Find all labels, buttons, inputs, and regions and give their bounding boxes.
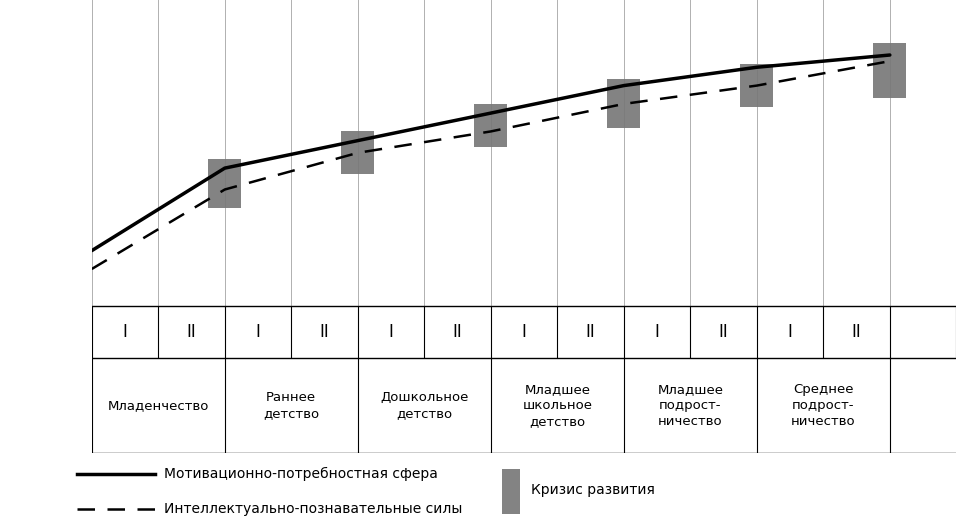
Bar bbox=[608, 80, 640, 129]
Text: I: I bbox=[522, 323, 526, 341]
Text: II: II bbox=[852, 323, 862, 341]
Text: Интеллектуально-познавательные силы: Интеллектуально-познавательные силы bbox=[164, 502, 463, 515]
Text: I: I bbox=[787, 323, 792, 341]
Text: Раннее
детство: Раннее детство bbox=[263, 391, 320, 421]
Text: Младенчество: Младенчество bbox=[107, 399, 209, 412]
Text: II: II bbox=[585, 323, 595, 341]
Text: I: I bbox=[655, 323, 660, 341]
Text: I: I bbox=[123, 323, 128, 341]
Text: Мотивационно-потребностная сфера: Мотивационно-потребностная сфера bbox=[164, 467, 439, 481]
Text: II: II bbox=[186, 323, 196, 341]
Text: Младшее
подрост-
ничество: Младшее подрост- ничество bbox=[657, 383, 724, 428]
Bar bbox=[208, 159, 242, 208]
Bar bbox=[873, 43, 906, 98]
Bar bbox=[740, 64, 774, 107]
Text: Кризис развития: Кризис развития bbox=[531, 483, 655, 497]
Text: Дошкольное
детство: Дошкольное детство bbox=[380, 391, 469, 421]
Text: Младшее
школьное
детство: Младшее школьное детство bbox=[523, 383, 592, 428]
Text: II: II bbox=[320, 323, 329, 341]
Text: Среднее
подрост-
ничество: Среднее подрост- ничество bbox=[791, 383, 856, 428]
Text: I: I bbox=[256, 323, 261, 341]
Bar bbox=[474, 104, 507, 147]
Bar bbox=[341, 131, 375, 174]
Text: I: I bbox=[388, 323, 393, 341]
Text: II: II bbox=[719, 323, 728, 341]
Text: II: II bbox=[453, 323, 463, 341]
Bar bbox=[502, 470, 520, 514]
